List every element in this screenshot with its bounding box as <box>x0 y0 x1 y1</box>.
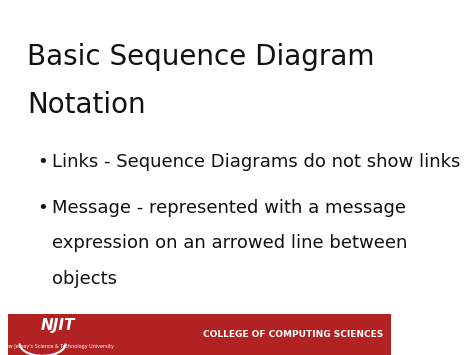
Text: New Jersey's Science & Technology University: New Jersey's Science & Technology Univer… <box>2 344 114 349</box>
Text: COLLEGE OF COMPUTING SCIENCES: COLLEGE OF COMPUTING SCIENCES <box>203 330 383 339</box>
Text: Message - represented with a message: Message - represented with a message <box>52 199 406 217</box>
Text: •: • <box>37 153 48 171</box>
Text: Basic Sequence Diagram: Basic Sequence Diagram <box>27 43 375 71</box>
FancyBboxPatch shape <box>8 314 391 355</box>
Text: Notation: Notation <box>27 91 146 119</box>
Text: expression on an arrowed line between: expression on an arrowed line between <box>52 234 408 252</box>
Text: •: • <box>37 199 48 217</box>
Text: Links - Sequence Diagrams do not show links: Links - Sequence Diagrams do not show li… <box>52 153 461 171</box>
Text: objects: objects <box>52 270 117 288</box>
Text: NJIT: NJIT <box>41 318 75 333</box>
